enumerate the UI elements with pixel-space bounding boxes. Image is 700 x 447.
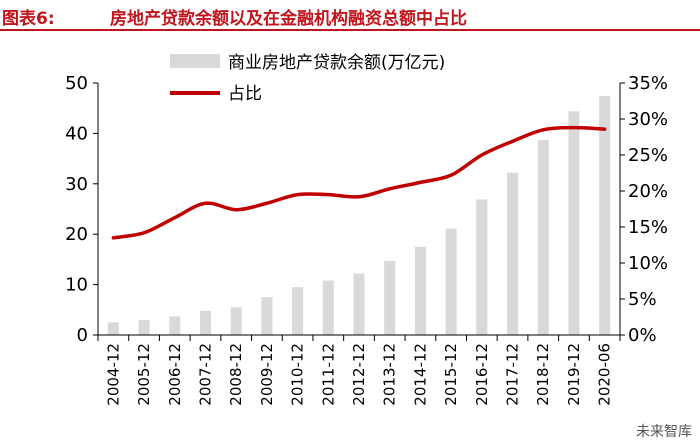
right-tick-label: 15% [628,217,668,238]
bar [230,307,242,335]
bar [353,273,365,335]
legend-label-line: 占比 [228,84,262,104]
bar [507,172,519,335]
right-tick-label: 20% [628,181,668,202]
x-tick-label: 2007-12 [196,343,214,406]
watermark-text: 未来智库 [636,424,692,440]
bar [292,287,304,335]
bar [537,139,549,335]
bar [476,199,488,335]
left-tick-label: 40 [65,123,88,144]
x-tick-label: 2010-12 [289,343,307,406]
left-tick-label: 20 [65,224,88,245]
bar [414,246,426,335]
bar [445,228,457,335]
bar [568,111,580,335]
x-tick-label: 2012-12 [350,343,368,406]
legend-label-bar: 商业房地产贷款余额(万亿元) [228,53,445,73]
right-tick-label: 0% [628,325,657,346]
x-tick-label: 2015-12 [442,343,460,406]
left-tick-label: 0 [77,325,88,346]
legend-swatch-bar [170,54,220,68]
left-tick-label: 10 [65,275,88,296]
right-tick-label: 5% [628,289,657,310]
x-tick-label: 2019-12 [565,343,583,406]
bar [107,322,119,335]
x-tick-label: 2008-12 [227,343,245,406]
x-tick-label: 2018-12 [534,343,552,406]
bar [138,319,150,335]
chart-title: 房地产贷款余额以及在金融机构融资总额中占比 [110,9,467,29]
x-tick-label: 2020-06 [596,343,614,406]
bar [322,280,334,335]
bar [599,96,611,335]
figure-label: 图表6: [2,9,55,29]
share-line [111,125,607,240]
bar [199,310,211,335]
x-tick-label: 2014-12 [411,343,429,406]
figure-header: 图表6: 房地产贷款余额以及在金融机构融资总额中占比 [0,0,700,30]
x-tick-label: 2017-12 [504,343,522,406]
x-tick-label: 2006-12 [166,343,184,406]
bar [384,260,396,335]
left-tick-label: 30 [65,174,88,195]
left-tick-label: 50 [65,73,88,94]
x-tick-label: 2009-12 [258,343,276,406]
bar [261,297,273,335]
bar [169,316,181,335]
right-tick-label: 10% [628,253,668,274]
x-tick-label: 2011-12 [319,343,337,406]
title-divider [0,29,700,31]
x-tick-label: 2013-12 [381,343,399,406]
x-tick-label: 2004-12 [104,343,122,406]
right-tick-label: 25% [628,145,668,166]
right-tick-label: 30% [628,109,668,130]
right-tick-label: 35% [628,73,668,94]
x-tick-label: 2005-12 [135,343,153,406]
x-tick-label: 2016-12 [473,343,491,406]
